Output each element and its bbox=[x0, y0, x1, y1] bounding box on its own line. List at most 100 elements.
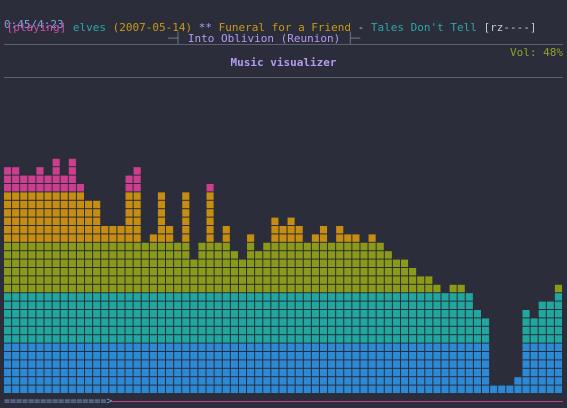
visualizer-cell bbox=[303, 293, 311, 301]
visualizer-cell bbox=[271, 242, 279, 251]
visualizer-cell bbox=[206, 276, 214, 284]
visualizer-cell bbox=[546, 335, 554, 343]
visualizer-bar bbox=[287, 217, 295, 393]
visualizer-cell bbox=[133, 343, 141, 351]
visualizer-cell bbox=[368, 284, 376, 293]
visualizer-cell bbox=[12, 360, 20, 368]
visualizer-cell bbox=[271, 368, 279, 377]
visualizer-cell bbox=[247, 335, 255, 343]
progress-fill: =================> bbox=[4, 396, 113, 407]
visualizer-cell bbox=[68, 217, 76, 225]
visualizer-cell bbox=[554, 377, 562, 385]
visualizer-cell bbox=[149, 301, 157, 309]
visualizer-cell bbox=[182, 377, 190, 385]
visualizer-cell bbox=[433, 318, 441, 326]
visualizer-cell bbox=[133, 326, 141, 335]
visualizer-cell bbox=[214, 242, 222, 251]
progress-bar[interactable]: =================> bbox=[4, 396, 563, 408]
visualizer-cell bbox=[384, 343, 392, 351]
visualizer-cell bbox=[263, 360, 271, 368]
visualizer-cell bbox=[141, 318, 149, 326]
visualizer-cell bbox=[133, 217, 141, 225]
visualizer-cell bbox=[247, 276, 255, 284]
visualizer-cell bbox=[4, 352, 12, 360]
visualizer-cell bbox=[457, 352, 465, 360]
visualizer-cell bbox=[344, 318, 352, 326]
visualizer-cell bbox=[4, 209, 12, 217]
visualizer-cell bbox=[417, 293, 425, 301]
visualizer-cell bbox=[93, 326, 101, 335]
visualizer-cell bbox=[117, 242, 125, 251]
visualizer-cell bbox=[109, 368, 117, 377]
visualizer-bar bbox=[4, 167, 12, 393]
visualizer-cell bbox=[230, 326, 238, 335]
visualizer-cell bbox=[174, 326, 182, 335]
visualizer-cell bbox=[117, 326, 125, 335]
visualizer-cell bbox=[279, 251, 287, 259]
visualizer-cell bbox=[271, 251, 279, 259]
visualizer-cell bbox=[166, 268, 174, 276]
visualizer-cell bbox=[190, 352, 198, 360]
visualizer-cell bbox=[157, 200, 166, 209]
visualizer-cell bbox=[12, 217, 20, 225]
visualizer-cell bbox=[20, 352, 28, 360]
visualizer-cell bbox=[368, 360, 376, 368]
visualizer-cell bbox=[20, 301, 28, 309]
visualizer-cell bbox=[336, 276, 344, 284]
visualizer-cell bbox=[101, 360, 109, 368]
visualizer-cell bbox=[101, 242, 109, 251]
visualizer-cell bbox=[392, 318, 400, 326]
visualizer-cell bbox=[133, 251, 141, 259]
visualizer-cell bbox=[344, 310, 352, 318]
visualizer-cell bbox=[400, 284, 409, 293]
visualizer-cell bbox=[166, 385, 174, 393]
visualizer-cell bbox=[206, 352, 214, 360]
visualizer-cell bbox=[214, 352, 222, 360]
visualizer-cell bbox=[109, 326, 117, 335]
visualizer-cell bbox=[60, 326, 68, 335]
visualizer-cell bbox=[230, 368, 238, 377]
visualizer-cell bbox=[328, 335, 336, 343]
visualizer-cell bbox=[522, 385, 530, 393]
visualizer-cell bbox=[328, 259, 336, 267]
visualizer-cell bbox=[247, 234, 255, 242]
visualizer-cell bbox=[441, 293, 449, 301]
visualizer-cell bbox=[4, 167, 12, 175]
visualizer-cell bbox=[28, 335, 36, 343]
visualizer-bar bbox=[465, 293, 473, 393]
visualizer-bar bbox=[255, 251, 263, 393]
visualizer-cell bbox=[271, 385, 279, 393]
visualizer-cell bbox=[255, 326, 263, 335]
visualizer-cell bbox=[376, 385, 384, 393]
visualizer-cell bbox=[4, 226, 12, 234]
mode-flags[interactable]: [rz----] bbox=[483, 21, 537, 34]
visualizer-cell bbox=[133, 335, 141, 343]
visualizer-cell bbox=[20, 242, 28, 251]
visualizer-cell bbox=[522, 343, 530, 351]
visualizer-cell bbox=[554, 360, 562, 368]
visualizer-cell bbox=[76, 352, 85, 360]
visualizer-cell bbox=[68, 226, 76, 234]
visualizer-cell bbox=[28, 385, 36, 393]
visualizer-cell bbox=[214, 343, 222, 351]
visualizer-cell bbox=[149, 276, 157, 284]
visualizer-cell bbox=[182, 226, 190, 234]
visualizer-cell bbox=[238, 284, 247, 293]
artist-name: elves bbox=[72, 21, 106, 34]
visualizer-cell bbox=[174, 385, 182, 393]
visualizer-cell bbox=[182, 209, 190, 217]
visualizer-cell bbox=[360, 385, 368, 393]
visualizer-cell bbox=[530, 352, 538, 360]
visualizer-cell bbox=[182, 318, 190, 326]
visualizer-cell bbox=[60, 385, 68, 393]
visualizer-cell bbox=[36, 251, 44, 259]
visualizer-cell bbox=[255, 251, 263, 259]
visualizer-cell bbox=[449, 318, 457, 326]
visualizer-cell bbox=[4, 259, 12, 267]
visualizer-cell bbox=[222, 251, 230, 259]
volume-indicator[interactable]: Vol: 48% bbox=[510, 46, 563, 59]
visualizer-cell bbox=[449, 368, 457, 377]
visualizer-cell bbox=[417, 343, 425, 351]
visualizer-cell bbox=[76, 326, 85, 335]
visualizer-cell bbox=[473, 326, 481, 335]
